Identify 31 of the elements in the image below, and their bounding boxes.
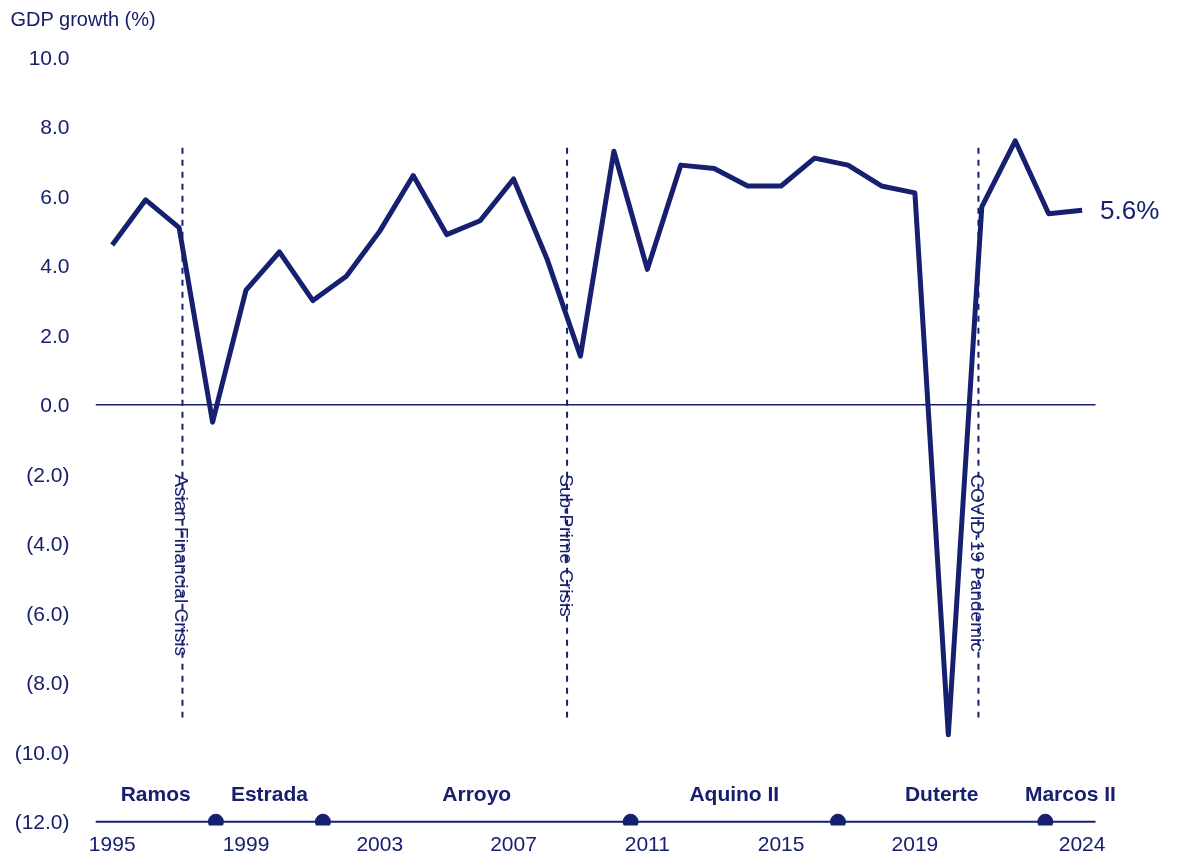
annotation: Marcos II (1024, 782, 1116, 806)
ref-line-label: COVID-19 Pandemic (967, 474, 989, 652)
x-tick-label: 2015 (757, 831, 805, 855)
y-tick-label: 0.0 (40, 393, 70, 417)
y-tick-label: 8.0 (40, 115, 70, 139)
x-tick-label: 2003 (356, 831, 404, 855)
x-tick-label: 2011 (624, 831, 670, 855)
y-axis-title: GDP growth (%) (10, 7, 156, 30)
annotation: Duterte (904, 782, 979, 806)
y-tick-label: 2.0 (40, 323, 70, 347)
y-tick-label: (4.0) (26, 532, 70, 556)
x-tick-label: 2019 (891, 831, 939, 855)
annotation: Ramos (120, 782, 191, 806)
x-tick-label: 1995 (88, 831, 136, 855)
annotation: Arroyo (442, 782, 512, 806)
y-tick-label: (12.0) (14, 810, 70, 834)
ref-line-label: Asian Financial Crisis (171, 474, 193, 656)
y-tick-label: 6.0 (40, 184, 70, 208)
y-tick-label: (8.0) (26, 671, 70, 695)
y-tick-label: 10.0 (28, 45, 70, 69)
x-tick-label: 2007 (490, 831, 537, 855)
x-tick-label: 2024 (1058, 831, 1106, 855)
data-label: 5.6% (1100, 195, 1160, 226)
ref-line-label: Sub-Prime Crisis (556, 474, 578, 617)
annotation: Estrada (230, 782, 309, 806)
y-tick-label: 4.0 (40, 254, 70, 278)
annotation: Aquino II (689, 782, 780, 806)
x-tick-label: 1999 (222, 831, 270, 855)
y-tick-label: (6.0) (26, 601, 70, 625)
y-tick-label: (2.0) (26, 462, 70, 486)
y-tick-label: (10.0) (14, 740, 70, 764)
